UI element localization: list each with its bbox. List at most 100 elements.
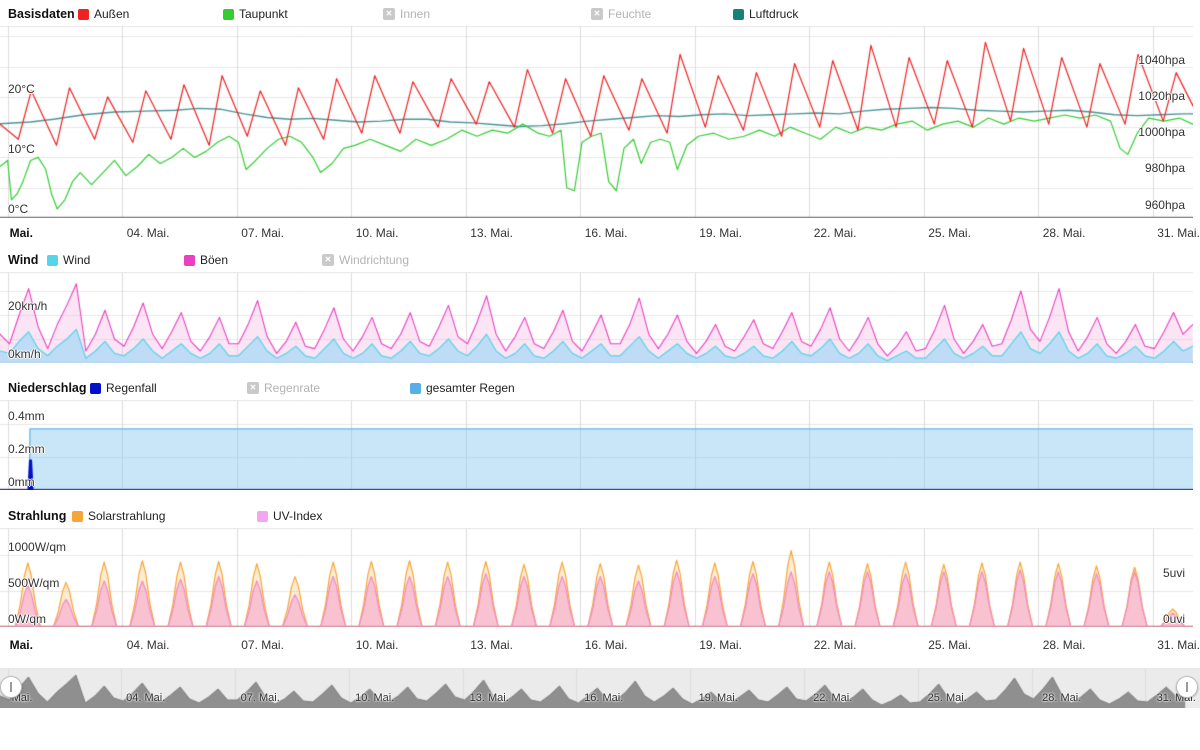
x-axis-label: 10. Mai. [355, 692, 394, 704]
y-tick-wind-20: 20km/h [8, 299, 47, 313]
y-tick-solar-1000: 1000W/qm [8, 540, 66, 554]
y-tick-press-1000: 1000hpa [1138, 125, 1185, 139]
navigator-labels: Mai.04. Mai.07. Mai.10. Mai.13. Mai.16. … [0, 692, 1200, 706]
x-axis-label: 13. Mai. [470, 226, 513, 240]
x-axis-label: 19. Mai. [699, 692, 738, 704]
series-color-swatch [47, 255, 58, 266]
x-axis-label: 04. Mai. [126, 692, 165, 704]
navigator-right-handle[interactable] [1176, 676, 1198, 698]
x-axis-label: 31. Mai. [1157, 226, 1200, 240]
legend-item-label: UV-Index [273, 509, 322, 523]
legend-item-label: Taupunkt [239, 7, 288, 21]
legend-item-label: Regenfall [106, 381, 157, 395]
y-tick-press-980: 980hpa [1145, 161, 1185, 175]
legend-item-wind[interactable]: Wind [47, 253, 90, 267]
section-header-strahlung: Strahlung Solarstrahlung UV-Index [0, 508, 1200, 528]
series-color-swatch [733, 9, 744, 20]
legend-item-b-en[interactable]: Böen [184, 253, 228, 267]
y-tick-press-1020: 1020hpa [1138, 89, 1185, 103]
legend-item-label: Wind [63, 253, 90, 267]
series-color-swatch [90, 383, 101, 394]
y-tick-uv-5: 5uvi [1163, 566, 1185, 580]
legend-item-au-en[interactable]: Außen [78, 7, 129, 21]
x-axis-label: 28. Mai. [1042, 692, 1081, 704]
legend-item-regenfall[interactable]: Regenfall [90, 381, 157, 395]
disabled-series-x-icon: ✕ [247, 382, 259, 394]
legend-item-label: Innen [400, 7, 430, 21]
x-axis-label: 16. Mai. [585, 638, 628, 652]
strahlung-chart-canvas[interactable] [0, 528, 1193, 627]
section-header-wind: Wind Wind Böen ✕ Windrichtung [0, 252, 1200, 272]
section-title: Basisdaten [8, 7, 75, 21]
x-axis-label: 13. Mai. [470, 638, 513, 652]
series-color-swatch [410, 383, 421, 394]
x-axis-label: Mai. [10, 638, 33, 652]
navigator[interactable]: Mai.04. Mai.07. Mai.10. Mai.13. Mai.16. … [0, 668, 1200, 708]
niederschlag-chart-canvas[interactable] [0, 400, 1193, 490]
y-tick-temp-0: 0°C [8, 202, 28, 216]
legend-item-label: Windrichtung [339, 253, 409, 267]
legend-item-taupunkt[interactable]: Taupunkt [223, 7, 288, 21]
y-tick-temp-10: 10°C [8, 142, 35, 156]
x-axis-label: 07. Mai. [241, 692, 280, 704]
x-axis-label: 19. Mai. [699, 638, 742, 652]
legend-item-label: Regenrate [264, 381, 320, 395]
y-tick-rain-04: 0.4mm [8, 409, 45, 423]
disabled-series-x-icon: ✕ [322, 254, 334, 266]
legend-item-label: gesamter Regen [426, 381, 515, 395]
legend-item-luftdruck[interactable]: Luftdruck [733, 7, 798, 21]
x-axis-label: Mai. [10, 226, 33, 240]
x-axis-label: 22. Mai. [814, 226, 857, 240]
legend-item-feuchte[interactable]: ✕ Feuchte [591, 7, 651, 21]
legend-item-solarstrahlung[interactable]: Solarstrahlung [72, 509, 165, 523]
section-header-niederschlag: Niederschlag Regenfall ✕ Regenrate gesamter… [0, 380, 1200, 400]
y-tick-press-960: 960hpa [1145, 198, 1185, 212]
x-axis-label: 22. Mai. [814, 638, 857, 652]
weather-dashboard: Basisdaten Außen Taupunkt ✕ Innen ✕ Feuchte Lu… [0, 0, 1200, 750]
x-axis-label: 19. Mai. [699, 226, 742, 240]
legend-item-label: Böen [200, 253, 228, 267]
legend-item-label: Feuchte [608, 7, 651, 21]
x-axis-label: 28. Mai. [1043, 638, 1086, 652]
x-axis-labels-basisdaten: Mai. 04. Mai. 07. Mai. 10. Mai. 13. Mai. 16. … [0, 226, 1200, 244]
x-axis-label: 04. Mai. [127, 638, 170, 652]
x-axis-label: 25. Mai. [928, 226, 971, 240]
legend-item-label: Solarstrahlung [88, 509, 165, 523]
x-axis-label: 16. Mai. [585, 226, 628, 240]
legend-item-label: Luftdruck [749, 7, 798, 21]
legend-item-label: Außen [94, 7, 129, 21]
series-color-swatch [223, 9, 234, 20]
disabled-series-x-icon: ✕ [383, 8, 395, 20]
y-tick-temp-20: 20°C [8, 82, 35, 96]
basisdaten-chart-canvas[interactable] [0, 26, 1193, 218]
x-axis-label: 04. Mai. [127, 226, 170, 240]
x-axis-label: 22. Mai. [813, 692, 852, 704]
x-axis-label: 10. Mai. [356, 638, 399, 652]
x-axis-label: 13. Mai. [470, 692, 509, 704]
legend-item-regenrate[interactable]: ✕ Regenrate [247, 381, 320, 395]
series-color-swatch [257, 511, 268, 522]
legend-item-innen[interactable]: ✕ Innen [383, 7, 430, 21]
section-header-basisdaten: Basisdaten Außen Taupunkt ✕ Innen ✕ Feuchte Lu… [0, 6, 1200, 26]
x-axis-label: 31. Mai. [1157, 638, 1200, 652]
legend-item-windrichtung[interactable]: ✕ Windrichtung [322, 253, 409, 267]
y-tick-solar-500: 500W/qm [8, 576, 59, 590]
y-tick-uv-0: 0uvi [1163, 612, 1185, 626]
y-tick-press-1040: 1040hpa [1138, 53, 1185, 67]
wind-chart-canvas[interactable] [0, 272, 1193, 363]
section-title: Niederschlag [8, 381, 87, 395]
x-axis-label: 16. Mai. [584, 692, 623, 704]
x-axis-label: 07. Mai. [241, 226, 284, 240]
x-axis-label: 10. Mai. [356, 226, 399, 240]
section-title: Strahlung [8, 509, 66, 523]
y-tick-rain-02: 0.2mm [8, 442, 45, 456]
series-color-swatch [184, 255, 195, 266]
navigator-left-handle[interactable] [0, 676, 22, 698]
section-title: Wind [8, 253, 38, 267]
legend-item-gesamter-regen[interactable]: gesamter Regen [410, 381, 515, 395]
y-tick-rain-0: 0mm [8, 475, 35, 489]
legend-item-uv-index[interactable]: UV-Index [257, 509, 322, 523]
x-axis-label: 07. Mai. [241, 638, 284, 652]
x-axis-label: 25. Mai. [928, 692, 967, 704]
disabled-series-x-icon: ✕ [591, 8, 603, 20]
